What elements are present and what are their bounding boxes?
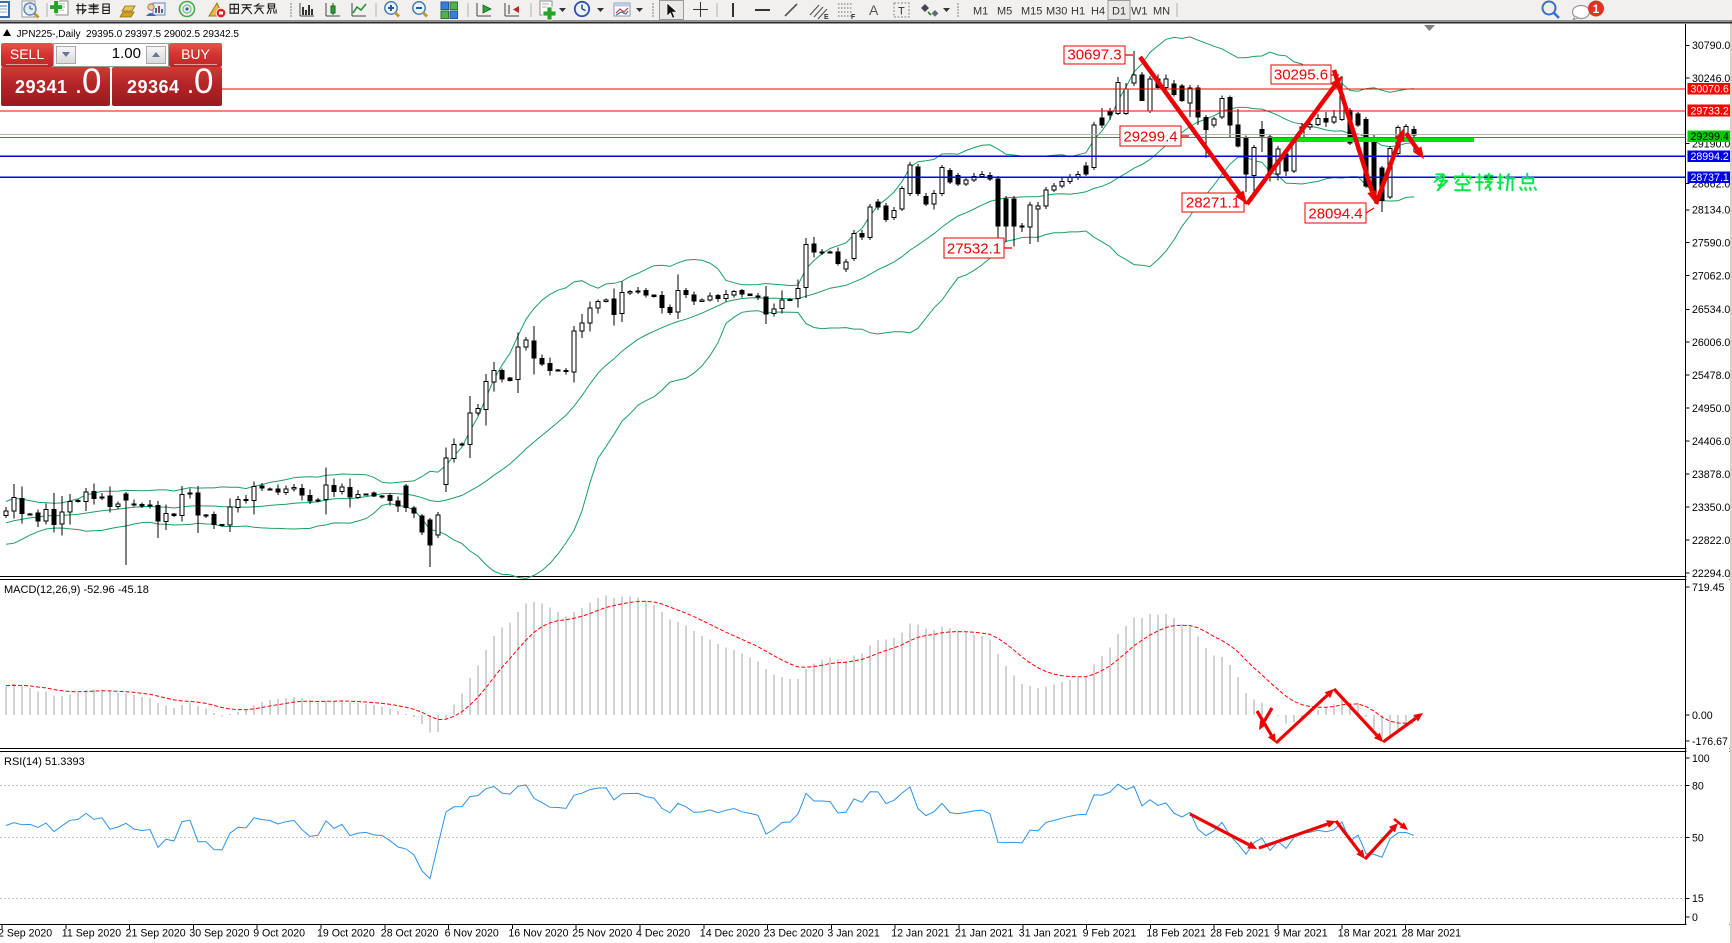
svg-text:2 Sep 2020: 2 Sep 2020 [0,928,52,940]
svg-text:30295.6: 30295.6 [1274,67,1328,84]
svg-text:H4: H4 [1091,6,1105,18]
svg-text:11 Sep 2020: 11 Sep 2020 [62,928,121,940]
svg-text:18 Feb 2021: 18 Feb 2021 [1146,928,1206,940]
svg-text:0: 0 [1692,912,1698,924]
svg-text:9 Feb 2021: 9 Feb 2021 [1083,928,1137,940]
svg-text:6 Nov 2020: 6 Nov 2020 [445,928,499,940]
svg-text:719.45: 719.45 [1692,582,1725,594]
svg-text:19 Oct 2020: 19 Oct 2020 [317,928,375,940]
svg-text:23 Dec 2020: 23 Dec 2020 [764,928,824,940]
svg-text:W1: W1 [1131,6,1148,18]
svg-text:9 Oct 2020: 9 Oct 2020 [253,928,305,940]
svg-text:M15: M15 [1021,6,1042,18]
svg-text:29299.4: 29299.4 [1123,129,1177,146]
svg-text:29299.4: 29299.4 [1691,131,1729,143]
svg-text:27532.1: 27532.1 [947,241,1001,258]
svg-text:A: A [869,2,879,18]
svg-text:28271.1: 28271.1 [1186,195,1240,212]
svg-text:D1: D1 [1112,6,1126,18]
svg-text:1: 1 [1593,2,1600,16]
svg-text:-176.67: -176.67 [1692,736,1728,748]
svg-text:100: 100 [1692,753,1710,765]
svg-text:28 Feb 2021: 28 Feb 2021 [1210,928,1270,940]
svg-text:29733.2: 29733.2 [1691,105,1729,117]
svg-text:26534.0: 26534.0 [1692,304,1730,316]
svg-text:24950.0: 24950.0 [1692,403,1730,415]
svg-text:31 Jan 2021: 31 Jan 2021 [1019,928,1077,940]
svg-text:30 Sep 2020: 30 Sep 2020 [189,928,249,940]
svg-text:28737.1: 28737.1 [1691,172,1729,184]
svg-text:28 Mar 2021: 28 Mar 2021 [1402,928,1462,940]
svg-text:30246.0: 30246.0 [1692,73,1730,85]
svg-text:RSI(14) 51.3393: RSI(14) 51.3393 [4,756,85,768]
svg-text:E: E [824,14,829,21]
svg-text:15: 15 [1692,893,1704,905]
svg-text:50: 50 [1692,832,1704,844]
svg-text:28994.2: 28994.2 [1691,151,1729,163]
svg-text:H1: H1 [1071,6,1085,18]
svg-text:14 Dec 2020: 14 Dec 2020 [700,928,760,940]
svg-text:MN: MN [1153,6,1170,18]
svg-text:25 Nov 2020: 25 Nov 2020 [572,928,632,940]
svg-text:12 Jan 2021: 12 Jan 2021 [891,928,949,940]
svg-text:80: 80 [1692,781,1704,793]
svg-text:23878.0: 23878.0 [1692,469,1730,481]
svg-text:0.00: 0.00 [1692,710,1713,722]
svg-text:M5: M5 [997,6,1012,18]
svg-text:28094.4: 28094.4 [1308,206,1362,223]
svg-text:27590.0: 27590.0 [1692,237,1730,249]
svg-text:30697.3: 30697.3 [1067,47,1121,64]
svg-text:MACD(12,26,9) -52.96 -45.18: MACD(12,26,9) -52.96 -45.18 [4,584,149,596]
svg-text:16 Nov 2020: 16 Nov 2020 [508,928,568,940]
svg-text:3 Jan 2021: 3 Jan 2021 [827,928,880,940]
svg-text:18 Mar 2021: 18 Mar 2021 [1338,928,1398,940]
svg-text:M30: M30 [1046,6,1067,18]
svg-text:25478.0: 25478.0 [1692,370,1730,382]
svg-text:21 Sep 2020: 21 Sep 2020 [126,928,186,940]
svg-text:F: F [851,14,856,21]
svg-text:22294.0: 22294.0 [1692,568,1730,580]
svg-text:22822.0: 22822.0 [1692,535,1730,547]
svg-text:21 Jan 2021: 21 Jan 2021 [955,928,1013,940]
svg-text:30070.6: 30070.6 [1691,84,1729,96]
svg-text:4 Dec 2020: 4 Dec 2020 [636,928,690,940]
svg-text:28 Oct 2020: 28 Oct 2020 [381,928,439,940]
svg-text:23350.0: 23350.0 [1692,502,1730,514]
svg-text:T: T [898,6,905,18]
svg-text:26006.0: 26006.0 [1692,337,1730,349]
svg-text:24406.0: 24406.0 [1692,436,1730,448]
svg-text:27062.0: 27062.0 [1692,270,1730,282]
svg-text:9 Mar 2021: 9 Mar 2021 [1274,928,1328,940]
svg-text:28134.0: 28134.0 [1692,205,1730,217]
svg-text:M1: M1 [973,6,988,18]
svg-text:30790.0: 30790.0 [1692,40,1730,52]
